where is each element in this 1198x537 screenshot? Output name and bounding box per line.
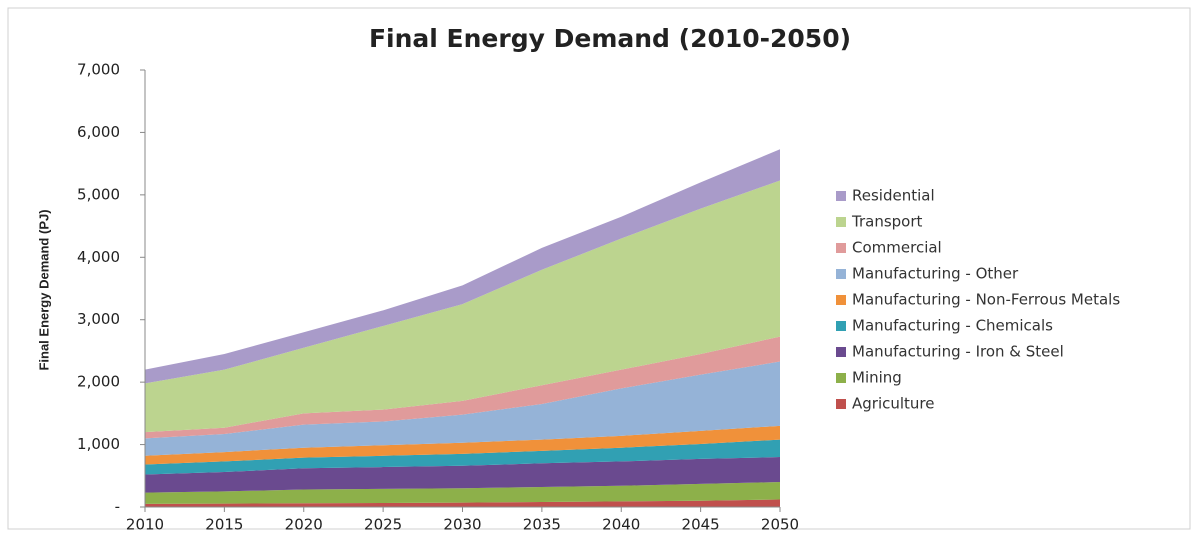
x-tick-label: 2030 [443,516,481,534]
legend-label: Agriculture [852,395,935,413]
area [145,425,780,465]
legend-swatch [836,191,846,201]
x-tick-label: 2025 [364,516,402,534]
area [145,149,780,384]
legend-swatch [836,347,846,357]
x-tick-label: 2040 [602,516,640,534]
legend-swatch [836,269,846,279]
area [145,439,780,475]
y-tick-label: 3,000 [77,310,120,328]
x-tick-label: 2015 [205,516,243,534]
area [145,457,780,493]
legend-swatch [836,295,846,305]
x-tick-label: 2035 [523,516,561,534]
legend-swatch [836,243,846,253]
y-tick-label: 7,000 [77,61,120,79]
legend-swatch [836,217,846,227]
legend-label: Mining [852,369,902,387]
legend-label: Manufacturing - Iron & Steel [852,343,1064,361]
legend-label: Commercial [852,239,942,257]
y-tick-label: 4,000 [77,248,120,266]
y-axis-label: Final Energy Demand (PJ) [36,209,51,370]
legend-label: Manufacturing - Non-Ferrous Metals [852,291,1120,309]
x-tick-label: 2045 [682,516,720,534]
x-tick-label: 2050 [761,516,799,534]
y-tick-label: 5,000 [77,185,120,203]
legend-label: Manufacturing - Other [852,265,1019,283]
legend-swatch [836,321,846,331]
area [145,180,780,433]
y-tick-label: 6,000 [77,123,120,141]
legend-label: Manufacturing - Chemicals [852,317,1053,335]
legend-swatch [836,373,846,383]
y-tick-label: 2,000 [77,373,120,391]
x-tick-label: 2010 [126,516,164,534]
chart-title: Final Energy Demand (2010-2050) [369,24,851,53]
y-tick-label: - [115,498,120,516]
legend-label: Residential [852,187,935,205]
legend-label: Transport [851,213,923,231]
area [145,482,780,504]
y-tick-label: 1,000 [77,435,120,453]
x-tick-label: 2020 [285,516,323,534]
area [145,361,780,456]
legend-swatch [836,399,846,409]
